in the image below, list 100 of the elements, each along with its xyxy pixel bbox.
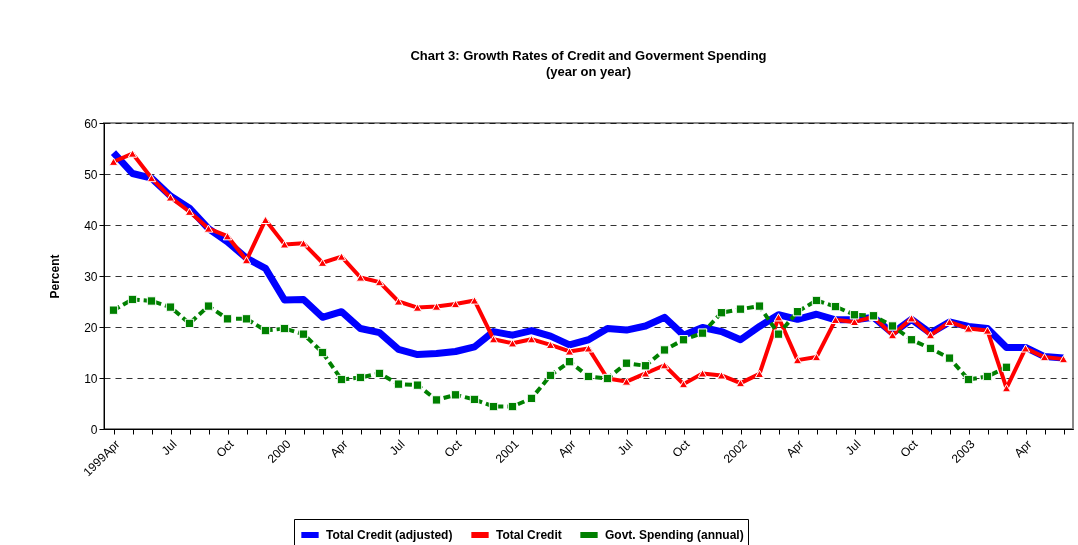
point — [697, 369, 708, 378]
y-axis-title: Percent — [48, 254, 63, 299]
point — [925, 331, 936, 340]
point — [393, 379, 404, 389]
point — [564, 347, 575, 356]
x-tick-label: Oct — [213, 436, 237, 461]
point — [754, 301, 765, 311]
point — [374, 368, 385, 379]
point — [469, 296, 480, 305]
point — [1058, 355, 1069, 364]
point — [792, 307, 803, 317]
point — [754, 369, 765, 379]
point — [184, 318, 195, 329]
point — [393, 297, 404, 306]
point — [336, 374, 347, 385]
point — [830, 301, 841, 312]
point — [963, 374, 974, 385]
point — [716, 371, 727, 380]
chart-title: Chart 3: Growth Rates of Credit and Goverment Spending — [410, 48, 767, 63]
y-tick-label: 10 — [84, 371, 98, 386]
point — [336, 252, 347, 261]
point — [222, 314, 233, 324]
x-tick-label: Jul — [842, 437, 864, 458]
point — [716, 308, 727, 318]
point — [222, 232, 233, 241]
x-tick-label: Oct — [897, 436, 921, 461]
point — [279, 240, 290, 249]
x-tick-label: Oct — [441, 436, 465, 461]
legend-label: Govt. Spending (annual) — [605, 528, 744, 542]
point — [526, 335, 537, 344]
point — [849, 317, 860, 327]
point — [640, 361, 651, 371]
point — [887, 321, 898, 331]
x-tick-label: Apr — [783, 437, 807, 461]
point — [849, 310, 860, 320]
point — [678, 380, 689, 389]
point — [925, 343, 936, 354]
point — [735, 304, 746, 314]
point — [412, 380, 423, 390]
point — [621, 358, 632, 368]
point — [108, 305, 119, 315]
point — [127, 294, 138, 305]
point — [697, 328, 708, 338]
point — [260, 325, 271, 336]
x-tick-label: Apr — [327, 437, 351, 461]
point — [431, 395, 442, 405]
point — [1001, 384, 1012, 393]
point — [982, 371, 993, 382]
x-tick-label: Oct — [669, 436, 693, 461]
point — [811, 352, 822, 362]
point — [108, 157, 119, 166]
point — [545, 370, 556, 381]
point — [583, 371, 594, 382]
point — [545, 340, 556, 349]
point — [526, 393, 537, 404]
point — [773, 329, 784, 339]
point — [944, 353, 955, 363]
x-tick-label: Apr — [555, 437, 579, 461]
point — [659, 345, 670, 355]
point — [659, 361, 670, 370]
y-tick-label: 30 — [84, 269, 98, 284]
point — [944, 317, 955, 327]
point — [317, 258, 328, 267]
legend-label: Total Credit (adjusted) — [326, 528, 453, 542]
point — [279, 323, 290, 334]
point — [355, 273, 366, 282]
point — [906, 314, 917, 323]
point — [507, 339, 518, 348]
point — [982, 326, 993, 335]
y-tick-label: 60 — [84, 116, 98, 131]
point — [1039, 352, 1050, 362]
point — [298, 329, 309, 339]
point — [564, 357, 575, 367]
point — [412, 303, 423, 312]
point — [488, 401, 499, 412]
point — [1020, 344, 1031, 353]
point — [355, 372, 366, 383]
point — [146, 173, 157, 183]
y-tick-label: 50 — [84, 167, 98, 182]
point — [317, 347, 328, 358]
point — [298, 239, 309, 248]
point — [203, 301, 214, 311]
point — [735, 378, 746, 388]
chart-subtitle: (year on year) — [545, 64, 632, 79]
x-tick-label: Apr — [1011, 437, 1035, 461]
point — [469, 394, 480, 405]
point — [830, 315, 841, 324]
point — [507, 401, 518, 412]
y-tick-label: 0 — [90, 422, 98, 437]
point — [431, 302, 442, 311]
x-tick-label: Jul — [158, 437, 180, 458]
point — [488, 335, 499, 344]
point — [887, 331, 898, 340]
y-tick-label: 40 — [84, 218, 98, 233]
point — [450, 390, 461, 400]
point — [792, 356, 803, 365]
point — [127, 149, 138, 158]
x-tick-label: Jul — [614, 437, 636, 458]
point — [241, 314, 252, 324]
point — [678, 335, 689, 345]
